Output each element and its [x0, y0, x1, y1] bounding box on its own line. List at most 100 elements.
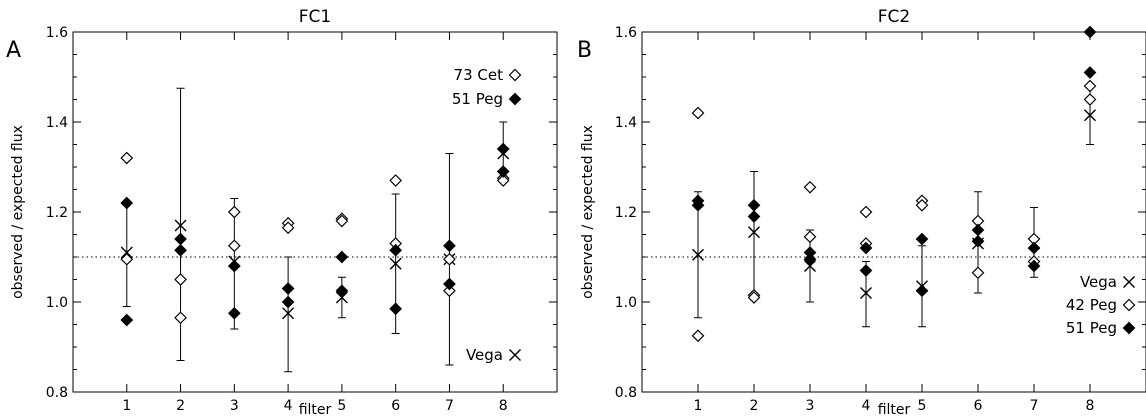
y-tick-label: 1.4 [46, 115, 68, 131]
data-point [915, 198, 929, 212]
legend-label: 73 Cet [454, 66, 504, 84]
data-point [1083, 93, 1097, 106]
y-tick-label: 1.2 [46, 205, 68, 221]
series-51-peg [691, 25, 1097, 298]
data-point [747, 210, 761, 223]
x-tick-label: 4 [284, 398, 293, 414]
data-point [120, 252, 134, 266]
data-point [443, 277, 456, 291]
y-tick-label: 1.0 [46, 295, 68, 311]
data-point [915, 232, 929, 246]
data-point [120, 196, 134, 210]
data-point [174, 273, 187, 286]
legend-label: Vega [466, 346, 503, 364]
data-point [443, 239, 456, 253]
data-point [174, 219, 187, 232]
data-point [1084, 109, 1096, 122]
data-point [389, 174, 403, 187]
x-marker-stroke [174, 219, 187, 232]
x-tick-label: 3 [230, 398, 239, 414]
y-axis-label: observed / expected flux [580, 125, 596, 299]
data-point [335, 250, 349, 264]
data-point [691, 106, 705, 120]
x-tick-label: 2 [176, 398, 185, 414]
x-tick-label: 8 [1086, 398, 1095, 414]
data-point [389, 243, 403, 257]
legend-marker [1122, 298, 1136, 312]
x-axis-label: filter [299, 402, 332, 418]
data-point [859, 264, 873, 277]
data-point [174, 243, 187, 257]
x-marker-stroke [1084, 109, 1096, 122]
data-point [335, 291, 348, 304]
y-tick-label: 1.4 [615, 115, 637, 131]
data-point [281, 282, 295, 295]
x-tick-label: 3 [806, 398, 815, 414]
data-point [1083, 25, 1097, 39]
data-point [281, 295, 295, 309]
data-point [496, 142, 510, 156]
data-point [1027, 241, 1041, 255]
data-point [747, 198, 761, 212]
x-tick-label: 2 [750, 398, 759, 414]
legend-label: 51 Peg [452, 90, 503, 108]
legend-marker [508, 92, 522, 106]
data-point [227, 239, 241, 253]
legend-marker [508, 68, 522, 82]
x-marker-stroke [335, 291, 348, 304]
data-point [1083, 66, 1097, 79]
data-point [496, 165, 510, 178]
panel-label: A [6, 38, 21, 63]
x-tick-label: 6 [391, 398, 400, 414]
x-tick-label: 6 [974, 398, 983, 414]
data-point [859, 205, 873, 219]
data-point [282, 307, 295, 320]
data-point [174, 311, 187, 325]
chart-title: FC2 [878, 7, 910, 27]
data-point [281, 221, 295, 235]
x-marker-stroke [120, 246, 133, 259]
data-point [389, 302, 403, 316]
chart-title: FC1 [299, 7, 331, 27]
x-tick-label: 7 [1030, 398, 1039, 414]
legend-label: Vega [1080, 273, 1117, 291]
data-point [1083, 79, 1097, 93]
data-point [860, 287, 872, 299]
x-marker-stroke [389, 257, 402, 270]
x-marker-stroke [804, 260, 816, 272]
panel-label: B [577, 38, 592, 63]
legend-marker [509, 349, 521, 361]
data-point [859, 241, 873, 255]
y-tick-label: 0.8 [46, 385, 68, 401]
data-point [120, 313, 134, 327]
data-point [692, 248, 704, 261]
data-point [803, 230, 817, 244]
legend-label: 51 Peg [1066, 319, 1117, 337]
legend-label: 42 Peg [1066, 296, 1117, 314]
x-tick-label: 1 [122, 398, 131, 414]
data-point [443, 252, 456, 266]
y-tick-label: 1.2 [615, 205, 637, 221]
plot-frame [72, 31, 558, 393]
data-point [120, 151, 134, 165]
data-point [496, 174, 510, 187]
data-point [691, 198, 705, 212]
data-point [227, 205, 241, 219]
plot-frame [641, 31, 1146, 393]
data-point [804, 260, 816, 272]
series-vega [120, 87, 510, 373]
series-51-peg [120, 142, 510, 327]
x-tick-label: 5 [918, 398, 927, 414]
x-tick-label: 1 [694, 398, 703, 414]
y-tick-label: 0.8 [615, 385, 637, 401]
x-marker-stroke [860, 287, 872, 299]
data-point [971, 266, 985, 280]
data-point [691, 329, 705, 343]
series-42-peg [691, 79, 1097, 343]
series-73-cet [120, 151, 510, 325]
x-marker-stroke [692, 248, 704, 261]
legend: Vega 42 Peg 51 Peg [1066, 273, 1136, 337]
